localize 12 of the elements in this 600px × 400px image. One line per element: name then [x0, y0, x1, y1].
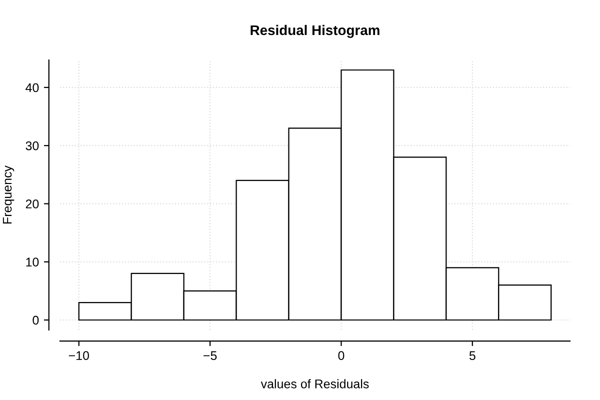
chart-title: Residual Histogram [250, 24, 380, 38]
x-tick-label: −5 [204, 351, 217, 360]
x-tick-label: −10 [68, 351, 89, 360]
y-axis-title: Frequency [2, 165, 14, 224]
y-tick-label: 30 [26, 141, 39, 150]
y-tick-label: 40 [26, 83, 39, 92]
x-tick-label: 0 [338, 351, 344, 360]
y-tick-label: 20 [26, 200, 39, 208]
y-tick-label: 10 [26, 258, 39, 267]
y-tick-label: 0 [32, 316, 39, 325]
x-tick-label: 5 [469, 351, 476, 360]
x-axis-title: values of Residuals [260, 379, 369, 388]
